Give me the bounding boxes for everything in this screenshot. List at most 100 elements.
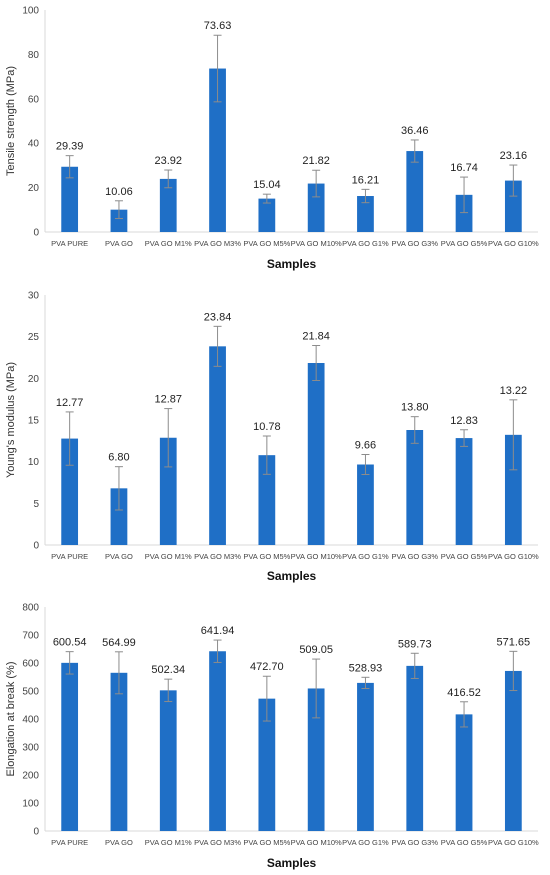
error-bar-pva-go-g3pct — [410, 139, 419, 163]
data-label-pva-go-m1pct: 502.34 — [151, 664, 185, 676]
category-label-pva-go: PVA GO — [105, 239, 133, 248]
bar-pva-pure — [61, 438, 79, 545]
y-tick-label: 500 — [22, 687, 39, 698]
bar-pva-go-m10pct — [307, 183, 325, 232]
elongation-at-break-chart: 0 100 200 300 400 500 600 700 800 600.54 PVA PURE 5… — [5, 603, 539, 871]
bar-pva-go-g10pct — [504, 434, 522, 545]
data-label-pva-go-g5pct: 12.83 — [450, 415, 478, 427]
y-tick-label: 40 — [28, 139, 40, 150]
bar-pva-go-g5pct — [455, 714, 473, 831]
category-label-pva-go-g10pct: PVA GO G10% — [488, 552, 539, 561]
bar-pva-go-g5pct — [455, 194, 473, 232]
x-axis-title: Samples — [267, 257, 317, 271]
error-bar-pva-go — [114, 200, 123, 220]
bar-pva-go-m1pct — [159, 437, 177, 545]
bar-pva-go-m10pct — [307, 688, 325, 831]
data-label-pva-go-g1pct: 528.93 — [349, 662, 383, 674]
bar-pva-go-m5pct — [258, 455, 276, 545]
bar-pva-pure — [61, 166, 79, 232]
data-label-pva-go: 10.06 — [105, 186, 133, 198]
bar-pva-go-g5pct — [455, 438, 473, 545]
data-label-pva-go-m3pct: 23.84 — [204, 311, 232, 323]
bar-pva-go-g3pct — [406, 430, 424, 545]
error-bar-pva-pure — [65, 155, 74, 179]
data-label-pva-go-m3pct: 641.94 — [201, 625, 235, 637]
category-label-pva-go-m5pct: PVA GO M5% — [243, 838, 290, 847]
data-label-pva-go-g10pct: 23.16 — [500, 150, 528, 162]
category-label-pva-go-m5pct: PVA GO M5% — [243, 239, 290, 248]
data-label-pva-go-m10pct: 21.82 — [302, 155, 330, 167]
bar-pva-go-g3pct — [406, 665, 424, 831]
bar-pva-go-m1pct — [159, 690, 177, 831]
bar-pva-go — [110, 209, 128, 232]
y-tick-label: 20 — [28, 183, 40, 194]
y-tick-label: 300 — [22, 743, 39, 754]
category-label-pva-go-g10pct: PVA GO G10% — [488, 239, 539, 248]
data-label-pva-go-m10pct: 509.05 — [299, 644, 333, 656]
error-bar-pva-go-g10pct — [509, 164, 518, 197]
bar-pva-go — [110, 488, 128, 545]
error-bar-pva-go-m5pct — [262, 435, 271, 475]
category-label-pva-go-g3pct: PVA GO G3% — [391, 838, 438, 847]
bar-pva-go-g3pct — [406, 151, 424, 232]
category-label-pva-go-m10pct: PVA GO M10% — [291, 552, 342, 561]
error-bar-pva-go — [114, 466, 123, 511]
category-label-pva-go-g3pct: PVA GO G3% — [391, 552, 438, 561]
data-label-pva-go-g1pct: 16.21 — [352, 174, 380, 186]
data-label-pva-go-m5pct: 472.70 — [250, 661, 284, 673]
bar-pva-go-g10pct — [504, 180, 522, 232]
data-label-pva-go-g5pct: 16.74 — [450, 162, 478, 174]
bar-pva-go-m1pct — [159, 178, 177, 232]
bar-pva-go-g1pct — [357, 464, 374, 545]
error-bar-pva-go-m1pct — [164, 169, 173, 189]
error-bar-pva-pure — [65, 411, 74, 466]
error-bar-pva-go-g5pct — [460, 701, 469, 728]
y-tick-label: 25 — [28, 332, 40, 343]
y-tick-label: 30 — [28, 291, 40, 302]
category-label-pva-go-g1pct: PVA GO G1% — [342, 838, 389, 847]
bar-pva-go — [110, 672, 128, 831]
error-bar-pva-go-g3pct — [410, 652, 419, 679]
error-bar-pva-go-g5pct — [460, 429, 469, 447]
y-tick-label: 100 — [22, 799, 39, 810]
y-tick-label: 80 — [28, 50, 40, 61]
category-label-pva-pure: PVA PURE — [51, 552, 88, 561]
error-bar-pva-go-g5pct — [460, 176, 469, 214]
error-bar-pva-go — [114, 651, 123, 695]
category-label-pva-go-m3pct: PVA GO M3% — [194, 838, 241, 847]
bar-pva-go-m3pct — [209, 68, 226, 232]
data-label-pva-go-g3pct: 589.73 — [398, 638, 432, 650]
data-label-pva-go: 564.99 — [102, 637, 136, 649]
data-label-pva-go-g3pct: 13.80 — [401, 402, 429, 414]
error-bar-pva-go-m3pct — [213, 325, 222, 367]
y-tick-label: 600 — [22, 659, 39, 670]
category-label-pva-go-m10pct: PVA GO M10% — [291, 838, 342, 847]
y-tick-label: 15 — [28, 416, 40, 427]
error-bar-pva-go-m1pct — [164, 678, 173, 703]
tensile-strength-chart: 0 20 40 60 80 100 29.39 PVA PURE 10.06 PVA GO 23.9… — [5, 6, 539, 272]
y-axis-title: Tensile strength (MPa) — [5, 66, 17, 176]
category-label-pva-go-m3pct: PVA GO M3% — [194, 239, 241, 248]
error-bar-pva-go-m10pct — [312, 345, 321, 381]
y-axis-title: Elongation at break (%) — [5, 662, 17, 777]
error-bar-pva-go-g1pct — [361, 188, 370, 204]
x-axis-title: Samples — [267, 569, 317, 583]
error-bar-pva-go-m10pct — [312, 658, 321, 719]
category-label-pva-go-g5pct: PVA GO G5% — [441, 552, 488, 561]
data-label-pva-pure: 12.77 — [56, 397, 84, 409]
category-label-pva-go: PVA GO — [105, 838, 133, 847]
y-axis-title: Young's modulus (MPa) — [5, 362, 17, 478]
data-label-pva-pure: 29.39 — [56, 141, 84, 153]
y-tick-label: 60 — [28, 94, 40, 105]
category-label-pva-go-g5pct: PVA GO G5% — [441, 838, 488, 847]
data-label-pva-go-m1pct: 23.92 — [154, 155, 182, 167]
error-bar-pva-go-g10pct — [509, 650, 518, 692]
data-label-pva-go-g5pct: 416.52 — [447, 687, 481, 699]
error-bar-pva-go-m5pct — [262, 193, 271, 204]
data-label-pva-go-g10pct: 13.22 — [500, 385, 528, 397]
category-label-pva-go-m1pct: PVA GO M1% — [145, 838, 192, 847]
category-label-pva-go-m5pct: PVA GO M5% — [243, 552, 290, 561]
bar-pva-go-m10pct — [307, 363, 325, 545]
data-label-pva-go-m5pct: 15.04 — [253, 179, 281, 191]
